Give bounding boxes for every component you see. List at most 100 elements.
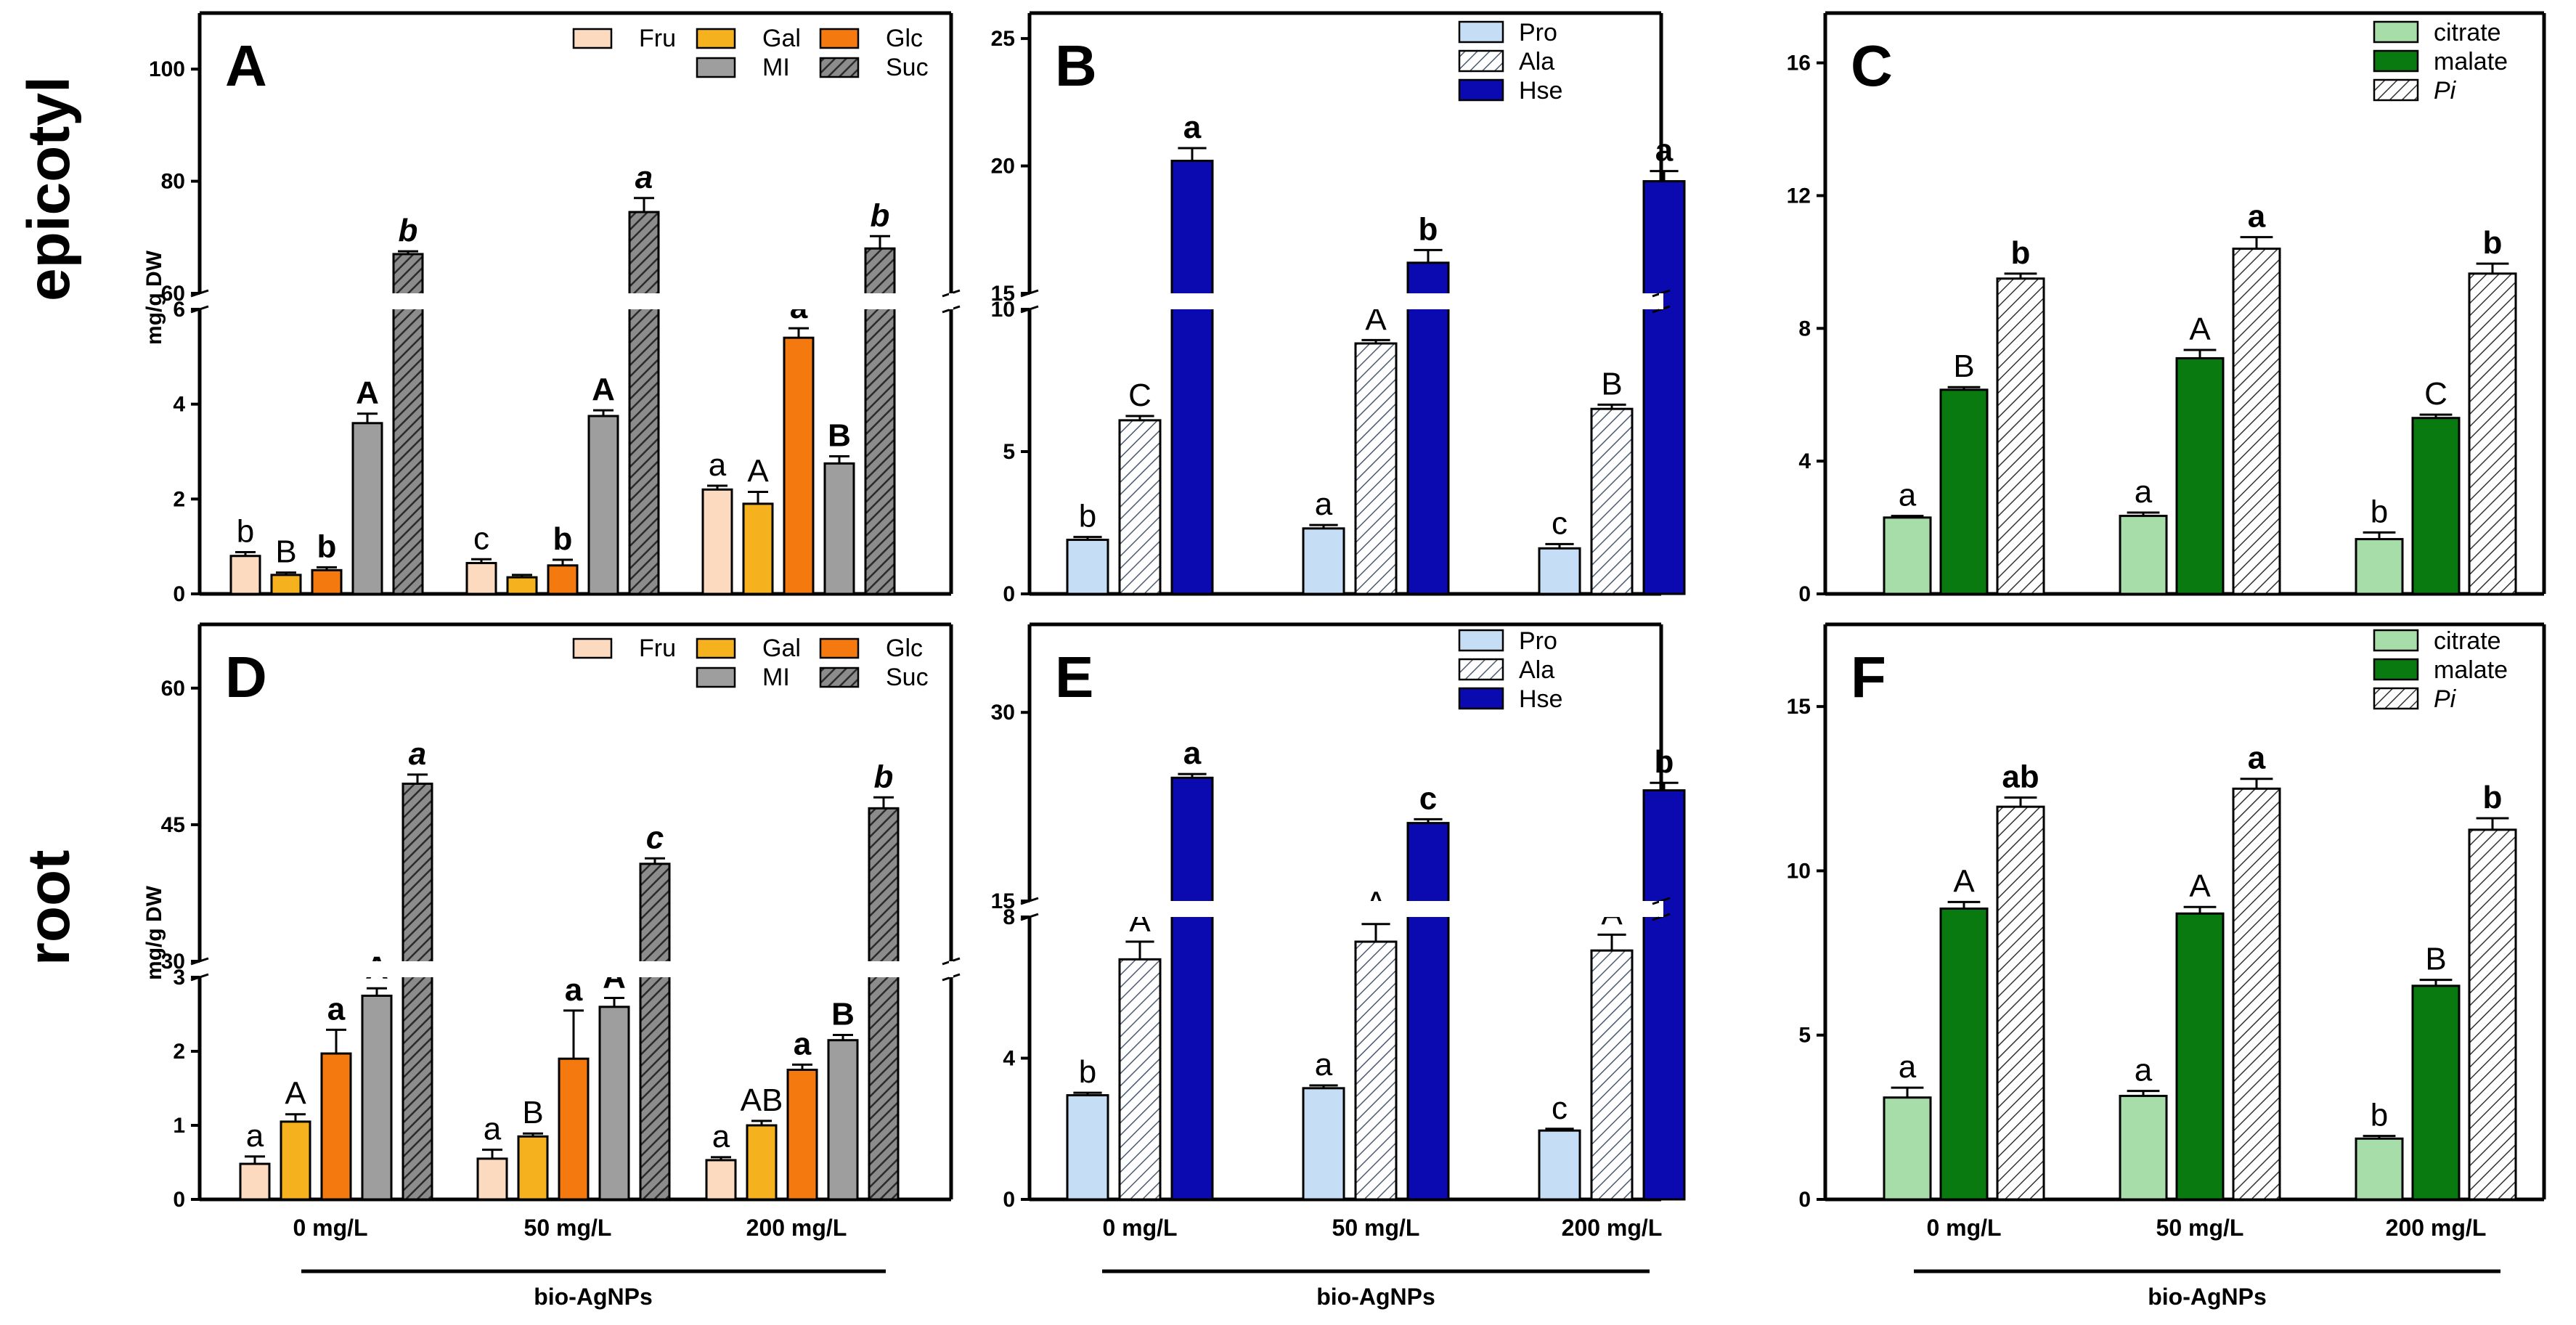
- significance-letter: a: [794, 1026, 812, 1061]
- x-category-label: 200 mg/L: [746, 1215, 847, 1241]
- legend-swatch-gal: [696, 637, 736, 659]
- bar-glc: [547, 564, 579, 595]
- y-tick-label: 16: [1787, 52, 1811, 76]
- bar-fru: [705, 1159, 737, 1201]
- legend-swatch-glc: [819, 637, 860, 659]
- significance-letter: c: [1552, 1090, 1568, 1126]
- y-tick-label: 30: [161, 950, 185, 974]
- bar-suc: [402, 782, 433, 1201]
- legend-label: Fru: [639, 635, 676, 662]
- y-tick-label: 0: [1003, 582, 1015, 606]
- y-axis-label: mg/g DW: [142, 250, 166, 345]
- significance-letter: a: [712, 1119, 730, 1154]
- significance-letter: a: [484, 1112, 502, 1147]
- legend-swatch-fru: [572, 28, 613, 49]
- x-category-label: 200 mg/L: [2386, 1215, 2487, 1241]
- break-mark: [190, 305, 209, 314]
- bar-mi: [351, 422, 383, 595]
- significance-letter: A: [285, 1076, 306, 1112]
- bar-malate: [1939, 388, 1989, 595]
- legend-label: malate: [2434, 656, 2508, 684]
- significance-letter: a: [1655, 133, 1674, 168]
- significance-letter: B: [828, 418, 851, 454]
- axis-break-gap-right: [1659, 293, 1663, 309]
- legend-swatch-glc: [819, 28, 860, 49]
- bar-pro: [1066, 1094, 1109, 1201]
- legend-label: Suc: [886, 664, 929, 691]
- panel-letter: F: [1851, 645, 1886, 709]
- bar-glc: [558, 1057, 590, 1201]
- significance-letter: A: [2189, 311, 2211, 347]
- significance-letter: a: [2135, 474, 2153, 510]
- y-tick-label: 25: [991, 27, 1015, 51]
- bar-citrate: [2119, 1094, 2168, 1201]
- significance-letter: b: [1419, 211, 1438, 247]
- axis-break-gap-right: [949, 293, 953, 309]
- significance-letter: b: [237, 514, 254, 550]
- break-mark: [1020, 305, 1039, 314]
- legend-swatch-citrate: [2373, 20, 2419, 44]
- legend-swatch-suc: [819, 57, 860, 78]
- bar-hse: [1170, 160, 1214, 595]
- significance-letter: A: [592, 372, 615, 407]
- legend-label: Pi: [2434, 685, 2457, 713]
- significance-letter: AB: [741, 1083, 783, 1118]
- break-mark: [190, 957, 209, 966]
- y-tick-label: 15: [1787, 695, 1811, 719]
- axis-break-gap-left: [189, 295, 198, 308]
- significance-letter: C: [2424, 376, 2447, 412]
- bar-fru: [701, 488, 733, 595]
- bar-gal: [742, 502, 774, 595]
- bar-fru: [465, 562, 497, 595]
- bar-pro: [1538, 1129, 1581, 1201]
- bar-pro: [1302, 1087, 1345, 1201]
- y-axis-label: mg/g DW: [142, 885, 166, 980]
- axis-break-gap-left: [189, 963, 198, 976]
- significance-letter: c: [646, 820, 664, 855]
- significance-letter: A: [356, 375, 379, 411]
- bar-hse: [1642, 789, 1686, 1201]
- significance-letter: a: [1315, 1047, 1333, 1083]
- bar-mi: [598, 1006, 630, 1201]
- legend-label: Ala: [1519, 48, 1554, 76]
- significance-letter: a: [1899, 478, 1917, 513]
- group-bracket-a: bio-AgNPs: [301, 1269, 886, 1310]
- group-label-b: bio-AgNPs: [1316, 1284, 1435, 1310]
- significance-letter: b: [2371, 1098, 2388, 1133]
- bar-fru: [239, 1162, 271, 1201]
- y-tick-label: 1: [173, 1114, 185, 1138]
- legend-swatch-pi: [2373, 687, 2419, 710]
- significance-letter: b: [2371, 494, 2388, 529]
- bar-suc: [628, 211, 660, 595]
- bar-glc: [311, 568, 343, 595]
- significance-letter: c: [1419, 780, 1437, 816]
- legend-swatch-fru: [572, 637, 613, 659]
- significance-letter: c: [1552, 505, 1568, 541]
- y-tick-label: 0: [1798, 1188, 1811, 1212]
- legend-label: Fru: [639, 25, 676, 52]
- bar-pi: [2468, 272, 2517, 595]
- significance-letter: a: [2248, 199, 2266, 235]
- bar-gal: [270, 574, 302, 595]
- bar-citrate: [2355, 538, 2404, 595]
- y-tick-label: 5: [1798, 1024, 1811, 1048]
- bar-suc: [639, 863, 671, 1201]
- y-tick-label: 5: [1003, 440, 1015, 464]
- x-category-label: 0 mg/L: [1102, 1215, 1177, 1241]
- legend-label: MI: [762, 664, 790, 691]
- legend-swatch-gal: [696, 28, 736, 49]
- break-mark: [1020, 897, 1039, 905]
- bar-glc: [786, 1069, 818, 1201]
- bar-mi: [827, 1039, 859, 1201]
- legend-swatch-malate: [2373, 49, 2419, 73]
- bar-malate: [2175, 912, 2225, 1201]
- bar-mi: [823, 462, 855, 595]
- legend-swatch-ala: [1458, 49, 1504, 73]
- bar-citrate: [1883, 1096, 1932, 1201]
- significance-letter: A: [1953, 863, 1975, 899]
- legend-label: Hse: [1519, 685, 1562, 713]
